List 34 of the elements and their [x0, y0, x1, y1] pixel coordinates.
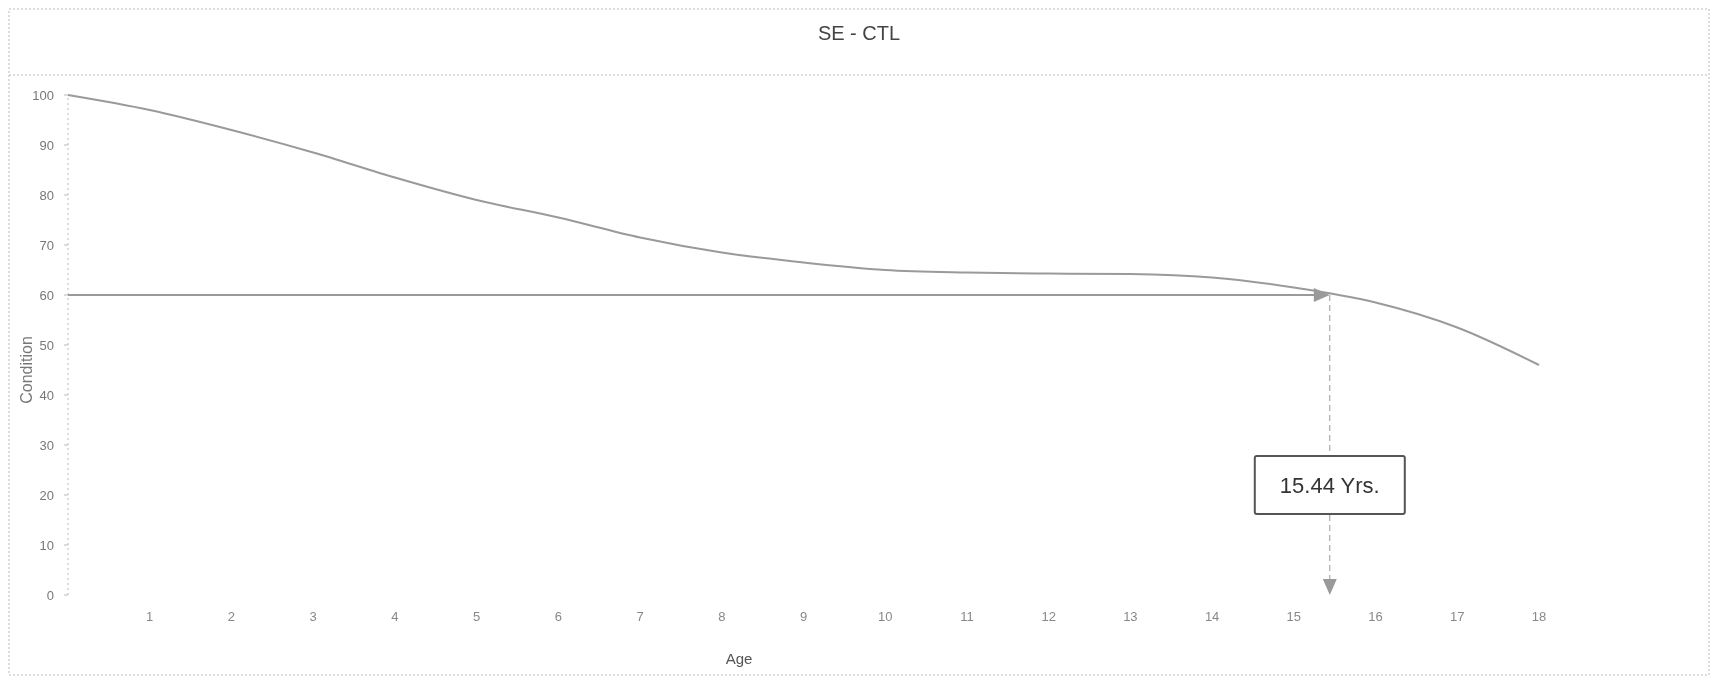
x-tick-label: 4	[391, 609, 399, 624]
x-tick-label: 13	[1123, 609, 1138, 624]
y-tick-label: 60	[39, 287, 54, 303]
y-tick-label: 20	[39, 487, 54, 503]
x-tick-label: 8	[718, 609, 726, 624]
x-tick-label: 15	[1286, 609, 1302, 624]
x-tick-label: 3	[309, 609, 317, 624]
y-tick-label: 70	[39, 237, 54, 253]
x-tick-label: 9	[799, 609, 808, 624]
x-tick-label: 6	[554, 609, 562, 624]
chart-title: SE - CTL	[817, 22, 901, 44]
y-tick-label: 50	[39, 337, 54, 353]
x-axis-title: Age	[725, 650, 753, 667]
y-tick-label: 90	[39, 137, 54, 153]
x-tick-label: 12	[1041, 609, 1056, 624]
x-tick-label: 1	[146, 609, 154, 624]
x-tick-label: 7	[636, 609, 644, 624]
y-tick-label: 0	[46, 587, 54, 603]
x-tick-label: 5	[472, 609, 481, 624]
x-tick-label: 11	[960, 609, 974, 624]
x-tick-label: 17	[1450, 609, 1465, 624]
x-tick-label: 18	[1531, 609, 1547, 624]
y-tick-label: 40	[39, 387, 54, 403]
y-tick-label: 30	[39, 437, 54, 453]
x-tick-label: 2	[227, 609, 236, 624]
line-series	[67, 94, 1540, 366]
x-tick-label: 10	[877, 609, 893, 624]
y-axis-title: Condition	[18, 336, 35, 404]
x-tick-label: 16	[1368, 609, 1383, 624]
x-tick-label: 14	[1204, 609, 1220, 624]
y-tick-label: 100	[32, 87, 54, 103]
y-tick-label: 10	[39, 537, 54, 553]
y-tick-label: 80	[39, 187, 54, 203]
annotation: 15.44 Yrs.	[1279, 472, 1380, 498]
